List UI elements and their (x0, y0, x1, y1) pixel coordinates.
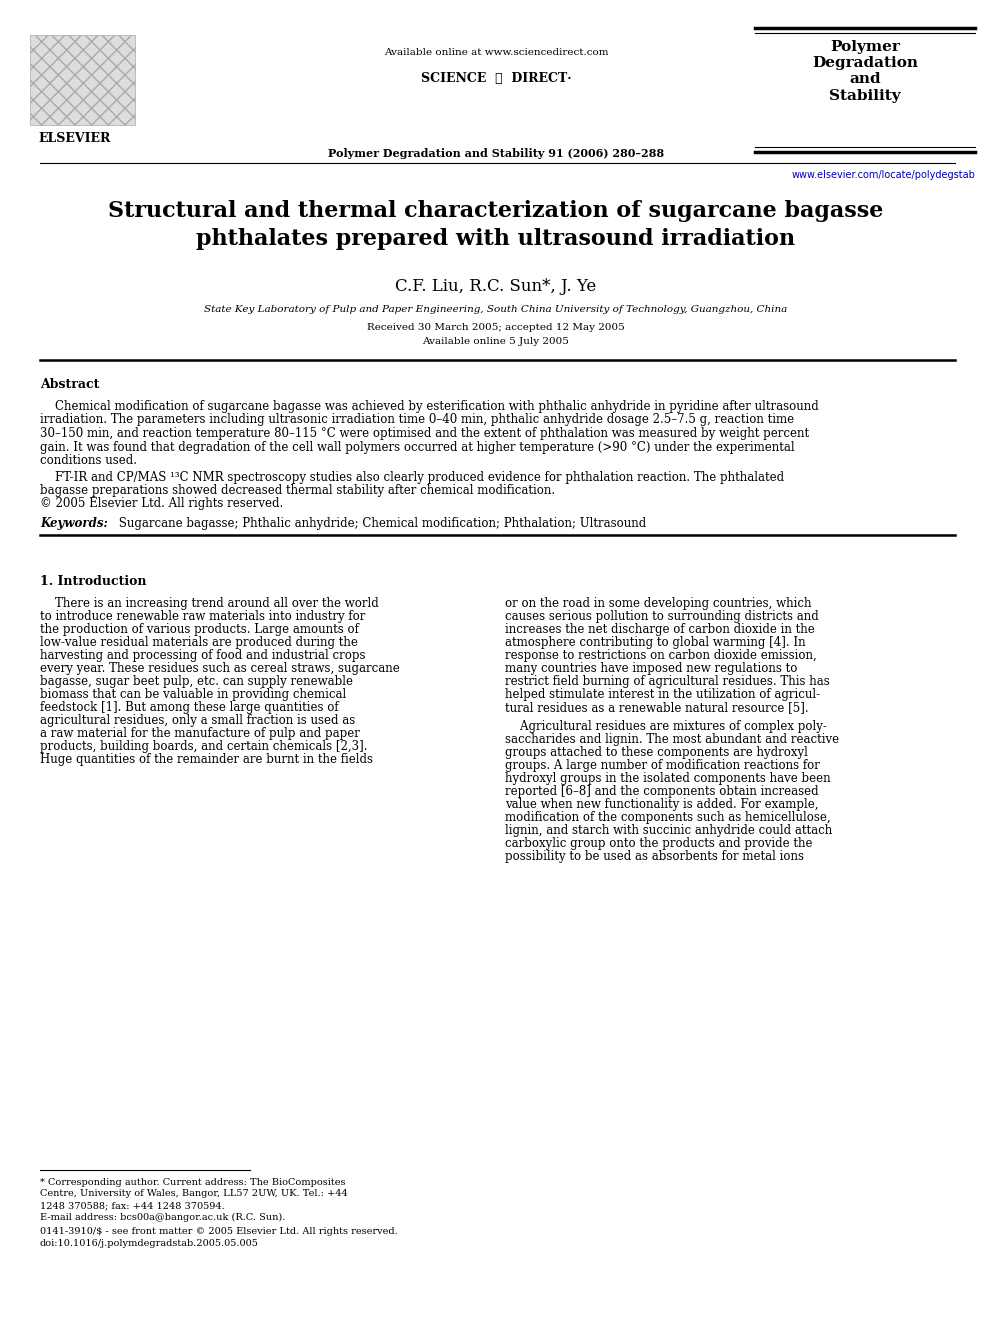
Text: feedstock [1]. But among these large quantities of: feedstock [1]. But among these large qua… (40, 701, 338, 714)
Text: Abstract: Abstract (40, 378, 99, 392)
Text: ELSEVIER: ELSEVIER (39, 132, 111, 146)
Text: irradiation. The parameters including ultrasonic irradiation time 0–40 min, phth: irradiation. The parameters including ul… (40, 414, 795, 426)
Text: restrict field burning of agricultural residues. This has: restrict field burning of agricultural r… (505, 675, 829, 688)
Text: groups. A large number of modification reactions for: groups. A large number of modification r… (505, 759, 819, 773)
Text: Polymer
Degradation
and
Stability: Polymer Degradation and Stability (812, 40, 918, 103)
Text: causes serious pollution to surrounding districts and: causes serious pollution to surrounding … (505, 610, 818, 623)
Text: hydroxyl groups in the isolated components have been: hydroxyl groups in the isolated componen… (505, 773, 830, 785)
Text: value when new functionality is added. For example,: value when new functionality is added. F… (505, 798, 818, 811)
Text: bagasse preparations showed decreased thermal stability after chemical modificat: bagasse preparations showed decreased th… (40, 484, 556, 497)
Bar (30, 34, 135, 124)
Text: many countries have imposed new regulations to: many countries have imposed new regulati… (505, 662, 798, 675)
Text: atmosphere contributing to global warming [4]. In: atmosphere contributing to global warmin… (505, 636, 806, 650)
Text: possibility to be used as absorbents for metal ions: possibility to be used as absorbents for… (505, 849, 804, 863)
Text: Available online at www.sciencedirect.com: Available online at www.sciencedirect.co… (384, 48, 608, 57)
Text: gain. It was found that degradation of the cell wall polymers occurred at higher: gain. It was found that degradation of t… (40, 441, 795, 454)
Text: increases the net discharge of carbon dioxide in the: increases the net discharge of carbon di… (505, 623, 814, 636)
Text: Centre, University of Wales, Bangor, LL57 2UW, UK. Tel.: +44: Centre, University of Wales, Bangor, LL5… (40, 1189, 348, 1199)
Text: doi:10.1016/j.polymdegradstab.2005.05.005: doi:10.1016/j.polymdegradstab.2005.05.00… (40, 1238, 259, 1248)
Text: saccharides and lignin. The most abundant and reactive: saccharides and lignin. The most abundan… (505, 733, 839, 746)
Text: response to restrictions on carbon dioxide emission,: response to restrictions on carbon dioxi… (505, 650, 816, 662)
Text: Huge quantities of the remainder are burnt in the fields: Huge quantities of the remainder are bur… (40, 753, 373, 766)
Text: State Key Laboratory of Pulp and Paper Engineering, South China University of Te: State Key Laboratory of Pulp and Paper E… (204, 306, 788, 314)
Text: E-mail address: bcs00a@bangor.ac.uk (R.C. Sun).: E-mail address: bcs00a@bangor.ac.uk (R.C… (40, 1212, 286, 1221)
Text: phthalates prepared with ultrasound irradiation: phthalates prepared with ultrasound irra… (196, 228, 796, 250)
Text: reported [6–8] and the components obtain increased: reported [6–8] and the components obtain… (505, 785, 818, 798)
Text: the production of various products. Large amounts of: the production of various products. Larg… (40, 623, 359, 636)
Text: Available online 5 July 2005: Available online 5 July 2005 (423, 337, 569, 347)
Text: 1. Introduction: 1. Introduction (40, 576, 147, 587)
Text: www.elsevier.com/locate/polydegstab: www.elsevier.com/locate/polydegstab (792, 169, 975, 180)
Text: SCIENCE  ⓐ  DIRECT·: SCIENCE ⓐ DIRECT· (421, 71, 571, 85)
Text: * Corresponding author. Current address: The BioComposites: * Corresponding author. Current address:… (40, 1177, 345, 1187)
Text: carboxylic group onto the products and provide the: carboxylic group onto the products and p… (505, 837, 812, 849)
Text: Received 30 March 2005; accepted 12 May 2005: Received 30 March 2005; accepted 12 May … (367, 323, 625, 332)
Text: or on the road in some developing countries, which: or on the road in some developing countr… (505, 597, 811, 610)
Text: every year. These residues such as cereal straws, sugarcane: every year. These residues such as cerea… (40, 662, 400, 675)
Text: 0141-3910/$ - see front matter © 2005 Elsevier Ltd. All rights reserved.: 0141-3910/$ - see front matter © 2005 El… (40, 1226, 398, 1236)
Text: groups attached to these components are hydroxyl: groups attached to these components are … (505, 746, 807, 759)
Text: 1248 370588; fax: +44 1248 370594.: 1248 370588; fax: +44 1248 370594. (40, 1201, 225, 1211)
Text: Chemical modification of sugarcane bagasse was achieved by esterification with p: Chemical modification of sugarcane bagas… (40, 400, 818, 413)
Text: biomass that can be valuable in providing chemical: biomass that can be valuable in providin… (40, 688, 346, 701)
Text: © 2005 Elsevier Ltd. All rights reserved.: © 2005 Elsevier Ltd. All rights reserved… (40, 497, 284, 511)
Text: helped stimulate interest in the utilization of agricul-: helped stimulate interest in the utiliza… (505, 688, 820, 701)
Text: C.F. Liu, R.C. Sun*, J. Ye: C.F. Liu, R.C. Sun*, J. Ye (396, 278, 596, 295)
Text: tural residues as a renewable natural resource [5].: tural residues as a renewable natural re… (505, 701, 808, 714)
Text: FT-IR and CP/MAS ¹³C NMR spectroscopy studies also clearly produced evidence for: FT-IR and CP/MAS ¹³C NMR spectroscopy st… (40, 471, 784, 483)
Text: Keywords:: Keywords: (40, 517, 108, 531)
Text: There is an increasing trend around all over the world: There is an increasing trend around all … (40, 597, 379, 610)
Text: to introduce renewable raw materials into industry for: to introduce renewable raw materials int… (40, 610, 365, 623)
Text: Polymer Degradation and Stability 91 (2006) 280–288: Polymer Degradation and Stability 91 (20… (328, 148, 664, 159)
Text: Sugarcane bagasse; Phthalic anhydride; Chemical modification; Phthalation; Ultra: Sugarcane bagasse; Phthalic anhydride; C… (115, 517, 646, 531)
Text: harvesting and processing of food and industrial crops: harvesting and processing of food and in… (40, 650, 365, 662)
Text: lignin, and starch with succinic anhydride could attach: lignin, and starch with succinic anhydri… (505, 824, 832, 837)
Text: conditions used.: conditions used. (40, 454, 137, 467)
Text: Structural and thermal characterization of sugarcane bagasse: Structural and thermal characterization … (108, 200, 884, 222)
Text: 30–150 min, and reaction temperature 80–115 °C were optimised and the extent of : 30–150 min, and reaction temperature 80–… (40, 427, 809, 441)
Text: Agricultural residues are mixtures of complex poly-: Agricultural residues are mixtures of co… (505, 720, 827, 733)
Text: products, building boards, and certain chemicals [2,3].: products, building boards, and certain c… (40, 740, 367, 753)
Text: bagasse, sugar beet pulp, etc. can supply renewable: bagasse, sugar beet pulp, etc. can suppl… (40, 675, 353, 688)
Text: agricultural residues, only a small fraction is used as: agricultural residues, only a small frac… (40, 714, 355, 728)
Text: modification of the components such as hemicellulose,: modification of the components such as h… (505, 811, 830, 824)
Text: low-value residual materials are produced during the: low-value residual materials are produce… (40, 636, 358, 650)
Text: a raw material for the manufacture of pulp and paper: a raw material for the manufacture of pu… (40, 728, 360, 740)
